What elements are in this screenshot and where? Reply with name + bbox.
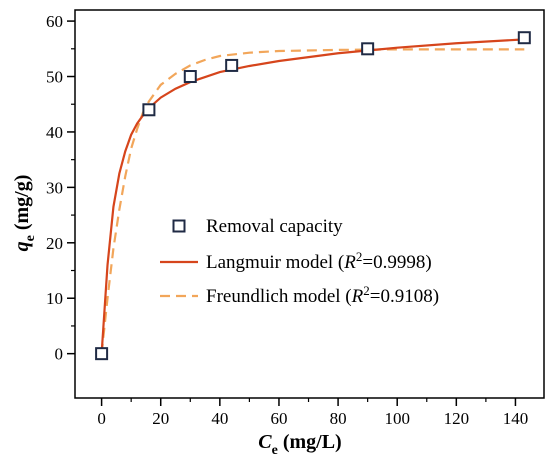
x-tick-label: 60 — [270, 409, 287, 428]
x-tick-label: 140 — [503, 409, 529, 428]
y-axis: 0 10 20 30 40 50 60 — [46, 12, 75, 364]
data-point — [225, 58, 239, 72]
x-axis: 0 20 40 60 80 100 120 140 — [97, 398, 528, 428]
y-axis-title-main: q — [11, 241, 33, 251]
y-tick-label: 60 — [46, 12, 63, 31]
legend-label: Langmuir model (R2=0.9998) — [206, 249, 432, 273]
data-point — [183, 70, 197, 84]
y-tick-label: 0 — [55, 345, 64, 364]
y-tick-label: 10 — [46, 289, 63, 308]
data-point — [361, 42, 375, 56]
data-point — [95, 347, 109, 361]
data-point — [142, 103, 156, 117]
plot-series — [95, 31, 531, 361]
legend: Removal capacity Langmuir model (R2=0.999… — [160, 216, 439, 307]
x-axis-title-main: C — [258, 431, 272, 453]
y-tick-label: 20 — [46, 234, 63, 253]
y-axis-title-unit: (mg/g) — [11, 175, 33, 236]
plot-frame — [74, 9, 545, 399]
freundlich-curve — [100, 48, 525, 354]
y-axis-title: qe (mg/g) — [11, 175, 38, 252]
legend-label: Removal capacity — [206, 216, 343, 237]
y-tick-label: 50 — [46, 68, 63, 87]
x-tick-label: 0 — [97, 409, 106, 428]
y-tick-label: 40 — [46, 123, 63, 142]
y-axis-title-sub: e — [23, 235, 38, 241]
x-tick-label: 120 — [444, 409, 470, 428]
x-axis-title-sub: e — [272, 443, 278, 458]
x-tick-label: 100 — [384, 409, 410, 428]
x-axis-title-unit: (mg/L) — [278, 431, 342, 453]
x-tick-label: 20 — [152, 409, 169, 428]
x-axis-title: Ce (mg/L) — [258, 431, 341, 458]
plot-border — [74, 9, 545, 399]
legend-marker-square — [172, 219, 186, 233]
y-tick-label: 30 — [46, 178, 63, 197]
langmuir-curve — [100, 38, 525, 354]
x-tick-label: 40 — [211, 409, 228, 428]
x-tick-label: 80 — [330, 409, 347, 428]
data-point — [517, 31, 531, 45]
legend-label: Freundlich model (R2=0.9108) — [206, 283, 439, 307]
